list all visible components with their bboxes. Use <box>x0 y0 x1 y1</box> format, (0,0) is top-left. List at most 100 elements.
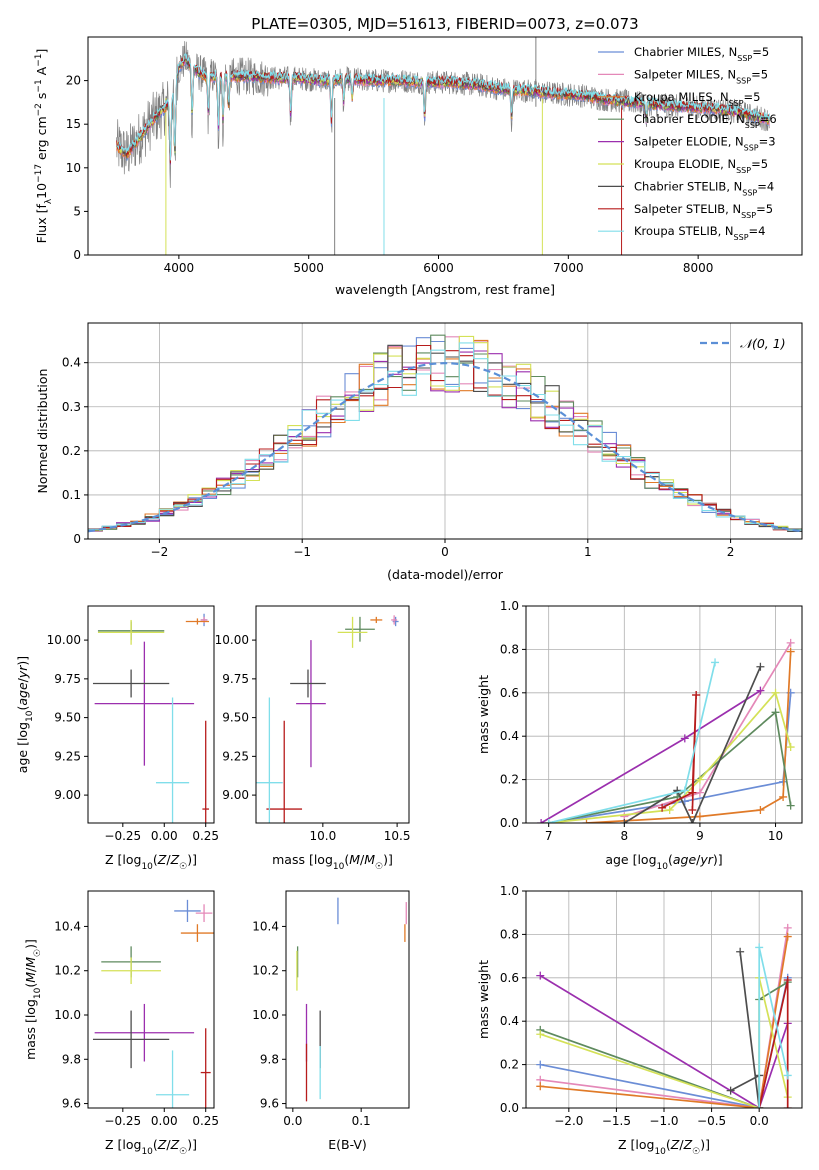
y-tick-label: 9.75 <box>222 672 249 686</box>
x-tick-label: −1.0 <box>649 1114 678 1128</box>
x-tick-label: −2 <box>151 545 169 559</box>
y-tick-label: 1.0 <box>500 884 519 898</box>
x-axis-label: E(B-V) <box>328 1137 367 1152</box>
legend-label: Salpeter STELIB, NSSP=5 <box>634 202 773 220</box>
mass-weight-marker <box>695 775 704 784</box>
x-tick-label: −1.5 <box>602 1114 631 1128</box>
residual_hist-plot-area <box>88 334 802 533</box>
normal-reference-curve <box>88 361 802 533</box>
mass-weight-line <box>540 936 789 1108</box>
mass-weight-marker <box>756 805 765 814</box>
x-tick-label: 0.00 <box>151 829 178 843</box>
y-tick-label: 9.6 <box>62 1097 81 1111</box>
mass-weight-line <box>730 951 761 1108</box>
mass-weight-marker <box>755 943 764 952</box>
y-tick-label: 0.1 <box>62 488 81 502</box>
massweight_vs_age-axes <box>526 605 802 824</box>
x-tick-label: −1 <box>293 545 311 559</box>
mass-weight-marker <box>726 1086 735 1095</box>
mass-weight-marker <box>736 947 745 956</box>
x-axis-label: mass [log10(M/M☉)] <box>272 852 393 872</box>
x-tick-label: 7 <box>545 829 553 843</box>
y-tick-label: 0.0 <box>500 816 519 830</box>
mass-weight-marker <box>771 688 780 697</box>
mass-weight-marker <box>680 734 689 743</box>
x-tick-label: 4000 <box>164 261 195 275</box>
x-axis-label: Z [log10(Z/Z☉)] <box>105 1137 197 1157</box>
mass-weight-marker <box>783 923 792 932</box>
x-tick-label: 8 <box>620 829 628 843</box>
y-tick-label: 10 <box>66 161 81 175</box>
y-tick-label: 9.6 <box>260 1097 279 1111</box>
y-tick-label: 0.6 <box>500 971 519 985</box>
y-tick-label: 10.4 <box>54 919 81 933</box>
y-tick-label: 10.2 <box>252 964 279 978</box>
y-tick-label: 0.4 <box>500 729 519 743</box>
mass-weight-marker <box>536 1082 545 1091</box>
legend-label: Chabrier MILES, NSSP=5 <box>634 45 769 63</box>
x-tick-label: 0.1 <box>352 1114 371 1128</box>
x-tick-label: 1 <box>584 545 592 559</box>
mass-weight-marker <box>582 819 591 823</box>
errorbar-point <box>266 720 303 823</box>
x-tick-label: 0.0 <box>283 1114 302 1128</box>
y-tick-label: 0.3 <box>62 400 81 414</box>
y-tick-label: 20 <box>66 74 81 88</box>
mass-weight-marker <box>756 662 765 671</box>
mass-weight-marker <box>779 792 788 801</box>
x-tick-label: 2 <box>727 545 735 559</box>
mass-weight-marker <box>786 638 795 647</box>
y-tick-label: 9.00 <box>54 788 81 802</box>
y-tick-label: 0.6 <box>500 686 519 700</box>
massweight_vs_Z-axes <box>526 890 802 1109</box>
spectrum-model-line <box>116 52 770 161</box>
y-tick-label: 0.2 <box>500 773 519 787</box>
x-axis-label: age [log10(age/yr)] <box>605 852 722 872</box>
mass-weight-marker <box>536 1060 545 1069</box>
y-tick-label: 10.0 <box>54 1008 81 1022</box>
y-axis-label: Normed distribution <box>35 369 50 494</box>
x-tick-label: 0.00 <box>151 1114 178 1128</box>
mass-weight-marker <box>680 786 689 795</box>
mass_vs_Z-frame <box>87 890 215 1109</box>
histogram-step-line <box>88 342 802 531</box>
errorbar-point <box>391 615 398 625</box>
x-axis-label: wavelength [Angstrom, rest frame] <box>335 282 555 297</box>
mass-weight-marker <box>755 1104 764 1108</box>
mass_vs_Z-axes <box>92 899 214 1108</box>
y-tick-label: 0.2 <box>500 1058 519 1072</box>
errorbar-point <box>92 1010 170 1069</box>
y-tick-label: 0 <box>73 532 81 546</box>
residual_hist-axes <box>88 323 802 540</box>
y-tick-label: 10.0 <box>252 1008 279 1022</box>
massweight_vs_Z-plot-area <box>536 923 792 1108</box>
mass-weight-marker <box>783 1071 792 1080</box>
y-tick-label: 9.25 <box>54 749 81 763</box>
mass-weight-line <box>539 974 789 1108</box>
mass-weight-marker <box>756 686 765 695</box>
x-tick-label: 9 <box>696 829 704 843</box>
legend-label: Kroupa MILES, NSSP=5 <box>634 90 760 108</box>
y-tick-label: 9.50 <box>54 711 81 725</box>
mass-weight-marker <box>695 788 704 797</box>
y-tick-label: 15 <box>66 117 81 131</box>
errorbar-point <box>101 957 161 984</box>
mass_vs_ebv-plot-area <box>296 897 407 1102</box>
y-tick-label: 9.00 <box>222 788 249 802</box>
x-tick-label: 0.25 <box>192 1114 219 1128</box>
x-tick-label: 10.0 <box>309 829 336 843</box>
mass-weight-marker <box>771 708 780 717</box>
mass-weight-marker <box>783 975 792 984</box>
x-tick-label: −0.5 <box>697 1114 726 1128</box>
y-axis-label: Flux [fλ10−17 erg cm−2 s−1 A−1] <box>34 49 54 244</box>
y-tick-label: 0.0 <box>500 1101 519 1115</box>
spectrum-frame <box>87 36 803 256</box>
errorbar-point <box>92 669 170 698</box>
mass-weight-marker <box>688 788 697 797</box>
legend-label: Kroupa STELIB, NSSP=4 <box>634 224 765 242</box>
spectrum-legend: Chabrier MILES, NSSP=5 Salpeter MILES, NS… <box>598 45 777 242</box>
legend-label: Salpeter ELODIE, NSSP=3 <box>634 135 776 153</box>
massweight_vs_age-frame <box>525 605 803 824</box>
age_vs_mass-axes <box>256 615 399 823</box>
